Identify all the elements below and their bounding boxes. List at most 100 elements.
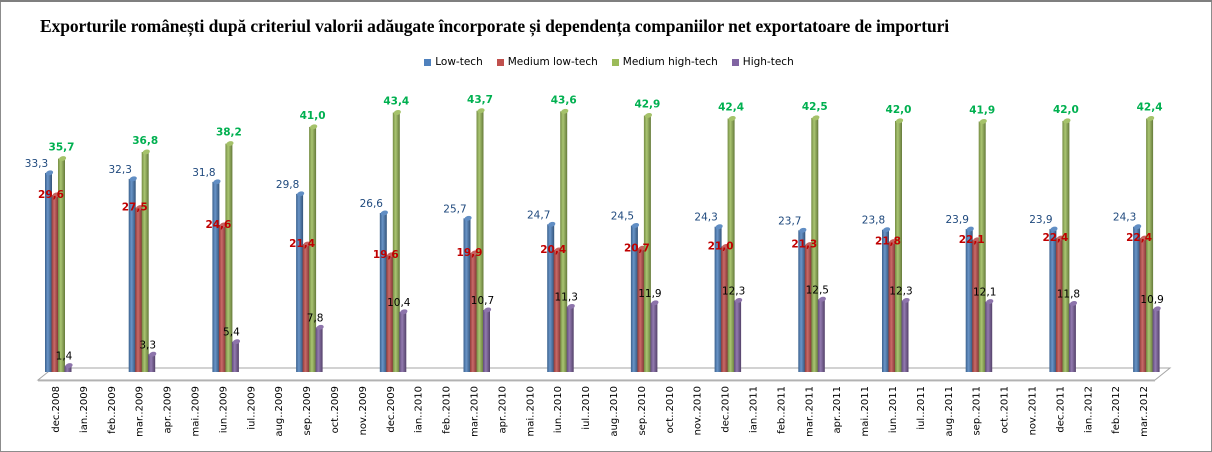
bar-group-sep-2009 [296,124,324,373]
bar-group-mar-2011 [798,115,826,372]
x-tick-label-sep-2011: sep..2011 [972,386,983,436]
bar-low-tech-iun-2009 [212,181,220,372]
bar-cap-medium-low-tech-mar-2012 [1140,235,1148,241]
bar-medium-high-tech-mar-2011 [811,117,819,372]
data-label-high-tech-mar-2010: 10,7 [471,295,494,307]
data-label-high-tech-sep-2010: 11,9 [638,288,661,300]
x-tick-label-iun-2009: iun..2009 [218,386,229,433]
bar-cap-medium-low-tech-dec-2008 [52,192,60,198]
data-label-low-tech-dec-2011: 23,9 [1029,214,1052,226]
data-label-high-tech-dec-2009: 10,4 [387,297,411,309]
bar-cap-high-tech-iun-2011 [902,297,910,303]
bar-low-tech-iun-2011 [882,229,889,372]
data-label-high-tech-sep-2011: 12,1 [973,287,996,299]
legend-label-low-tech: Low-tech [435,56,483,68]
bar-medium-low-tech-sep-2010 [637,248,645,372]
bar-high-tech-dec-2011 [1068,303,1076,372]
bar-high-tech-sep-2011 [985,301,993,372]
bar-cap-medium-high-tech-sep-2011 [979,119,987,125]
bar-medium-high-tech-mar-2009 [141,152,149,372]
legend-swatch-medium-high-tech [611,58,619,66]
data-label-medium-high-tech-dec-2011: 42,0 [1053,104,1079,116]
data-labels-layer: 33,3 29,6 35,7 1,4 32,3 27,5 36,8 3,3 31,8 24,6 38… [25,94,1164,363]
x-tick-label-mai-2011: mai..2011 [860,386,871,436]
bar-medium-high-tech-dec-2009 [392,112,400,373]
x-tick-label-nov-2010: nov..2010 [693,386,704,435]
data-label-medium-low-tech-dec-2011: 22,4 [1042,232,1068,244]
x-tick-label-ian-2012: ian..2012 [1083,386,1094,433]
bar-cap-medium-high-tech-dec-2010 [728,116,736,122]
bar-medium-high-tech-mar-2010 [476,110,484,372]
x-tick-label-mai-2009: mai..2009 [191,386,202,436]
bar-group-sep-2011 [965,119,994,373]
x-axis: dec.2008 ian..2009 feb..2009 mar..2009 apr..… [51,386,1150,437]
bar-high-tech-mar-2011 [817,299,825,372]
x-tick-label-dec-2009: dec.2009 [386,386,397,433]
data-label-high-tech-dec-2010: 12,3 [722,285,745,297]
x-tick-label-feb-2009: feb..2009 [107,386,118,434]
data-label-medium-low-tech-mar-2009: 27,5 [122,202,148,214]
bar-cap-low-tech-dec-2011 [1050,226,1058,232]
x-tick-label-iul-2011: iul..2011 [916,386,927,430]
bar-group-sep-2010 [630,113,659,373]
bar-cap-high-tech-dec-2008 [65,363,73,369]
bar-group-dec-2010 [714,116,743,373]
x-tick-label-iun-2011: iun..2011 [888,386,899,433]
x-tick-label-apr-2011: apr..2011 [832,386,843,433]
data-label-medium-high-tech-sep-2009: 41,0 [300,110,326,122]
bar-cap-high-tech-sep-2010 [651,300,659,306]
bar-cap-low-tech-iun-2011 [882,227,891,233]
data-label-medium-high-tech-iun-2010: 43,6 [551,94,577,106]
x-tick-label-apr-2009: apr..2009 [163,386,174,433]
data-label-medium-low-tech-mar-2011: 21,3 [791,239,817,251]
bar-group-mar-2012 [1133,116,1161,373]
data-label-high-tech-dec-2008: 1,4 [56,351,73,363]
data-label-low-tech-sep-2011: 23,9 [946,214,969,226]
legend-item-high-tech: High-tech [731,55,794,69]
bar-cap-high-tech-mar-2011 [818,296,826,302]
bar-cap-low-tech-mar-2012 [1133,224,1142,230]
x-tick-label-dec-2008: dec.2008 [51,386,62,433]
data-label-high-tech-iun-2011: 12,3 [889,285,912,297]
legend-label-medium-low-tech: Medium low-tech [507,56,598,68]
legend-swatch-high-tech [731,58,739,66]
x-tick-label-aug-2010: aug..2010 [609,386,620,437]
x-tick-label-mar-2009: mar..2009 [135,386,146,437]
x-tick-label-nov-2009: nov..2009 [358,386,369,435]
bar-cap-low-tech-sep-2010 [631,223,640,229]
bar-high-tech-sep-2010 [650,302,658,372]
bar-medium-low-tech-dec-2011 [1055,238,1063,372]
frame-top-border [0,0,1212,2]
bar-cap-high-tech-mar-2010 [483,307,492,313]
data-label-low-tech-iun-2009: 31,8 [192,167,215,179]
bar-cap-high-tech-sep-2009 [316,324,324,330]
bar-medium-high-tech-sep-2010 [643,115,651,373]
x-tick-label-apr-2010: apr..2010 [497,386,508,433]
bar-cap-medium-high-tech-mar-2012 [1146,116,1155,122]
legend-item-medium-low-tech: Medium low-tech [496,55,598,69]
floor-platform [36,367,1172,381]
data-label-medium-high-tech-dec-2010: 42,4 [718,102,744,114]
bar-group-mar-2010 [463,108,492,372]
bar-cap-medium-high-tech-dec-2011 [1063,118,1071,124]
x-tick-label-oct-2010: oct..2010 [665,386,676,433]
bar-medium-low-tech-dec-2008 [51,195,59,372]
bar-high-tech-iun-2011 [901,300,909,372]
data-label-medium-low-tech-dec-2010: 21,0 [708,240,734,252]
bar-cap-medium-high-tech-mar-2011 [812,115,820,121]
bar-medium-low-tech-sep-2009 [302,244,310,372]
x-tick-label-mar-2011: mar..2011 [804,386,815,437]
x-tick-label-feb-2010: feb..2010 [442,386,453,434]
bar-cap-medium-low-tech-dec-2009 [387,252,395,258]
bar-medium-low-tech-mar-2011 [804,244,812,372]
data-label-low-tech-iun-2011: 23,8 [862,215,885,227]
bar-medium-low-tech-iun-2011 [888,241,896,372]
bar-cap-low-tech-dec-2008 [45,170,54,176]
data-label-low-tech-sep-2009: 29,8 [276,179,299,191]
data-label-medium-low-tech-sep-2011: 22,1 [959,234,985,246]
bar-cap-medium-low-tech-sep-2011 [973,237,981,243]
bar-cap-medium-low-tech-mar-2010 [470,250,479,256]
data-label-high-tech-sep-2009: 7,8 [307,312,324,324]
x-tick-label-sep-2009: sep..2009 [302,386,313,436]
bar-low-tech-dec-2008 [45,172,52,372]
